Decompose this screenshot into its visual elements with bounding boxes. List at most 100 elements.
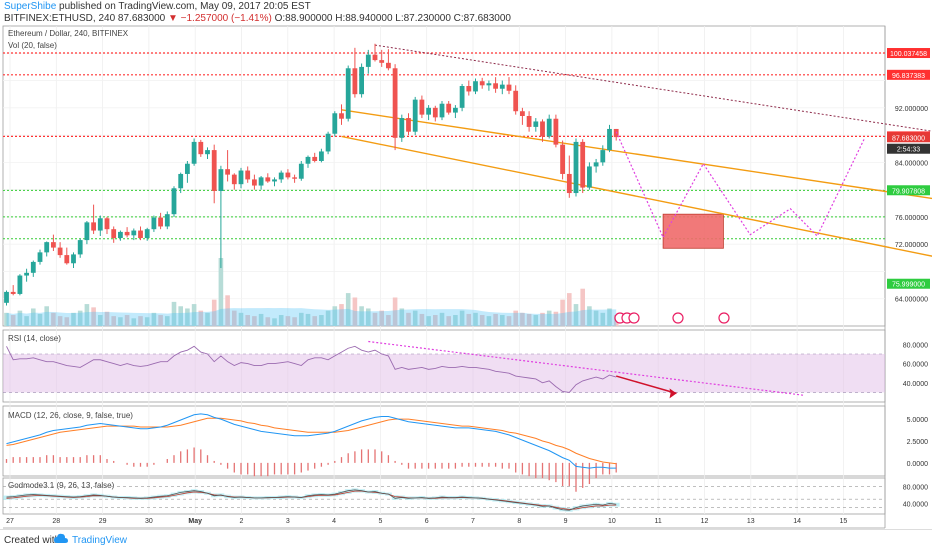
candle-body (219, 169, 224, 191)
rsi-band (3, 354, 885, 392)
candle-body (165, 214, 170, 226)
candle-body (152, 218, 157, 230)
tradingview-brand[interactable]: TradingView (72, 535, 127, 546)
candle-body (64, 255, 69, 263)
x-tick-label: 9 (564, 518, 568, 525)
candle-body (413, 100, 418, 132)
candle-body (265, 177, 270, 181)
candle-body (540, 121, 545, 136)
candle-body (500, 85, 505, 89)
candle-body (225, 169, 230, 174)
godmode-pane-title: Godmode3.1 (9, 26, 13, false) (8, 481, 115, 490)
candle-body (373, 55, 378, 60)
candle-body (560, 145, 565, 174)
candle-body (487, 83, 492, 85)
price-label-text: 79.907808 (892, 188, 925, 195)
candle-body (554, 119, 559, 145)
candle-body (594, 162, 599, 166)
candle-body (319, 151, 324, 161)
candle-body (393, 68, 398, 138)
godmode-fill (613, 503, 620, 507)
candle-body (366, 55, 371, 67)
rsi-tick-label: 60.0000 (903, 362, 928, 369)
candle-body (118, 232, 123, 238)
x-tick-label: 28 (52, 518, 60, 525)
candle-body (433, 108, 438, 118)
candle-body (252, 179, 257, 185)
event-icon (673, 313, 683, 323)
candle-body (299, 164, 304, 179)
candle-body (232, 175, 237, 185)
candle-body (292, 177, 297, 178)
candle-body (580, 142, 585, 188)
candle-body (426, 108, 431, 115)
candle-body (205, 150, 210, 154)
candle-body (272, 179, 277, 181)
godmode-fill (586, 504, 593, 509)
candle-body (98, 218, 103, 230)
candle-body (332, 113, 337, 133)
candle-body (18, 276, 23, 294)
candle-body (466, 86, 471, 91)
godmode-tick-label: 80.0000 (903, 484, 928, 491)
candle-body (185, 164, 190, 174)
x-tick-label: 2 (240, 518, 244, 525)
candle-body (111, 229, 116, 238)
candle-body (353, 68, 358, 94)
candle-body (312, 157, 317, 161)
candle-body (574, 142, 579, 193)
candle-body (286, 173, 291, 178)
godmode-line-2 (7, 491, 617, 509)
candle-body (192, 142, 197, 164)
candle-body (105, 218, 110, 229)
godmode-line-1 (7, 490, 617, 510)
x-tick-label: 30 (145, 518, 153, 525)
candle-body (306, 157, 311, 164)
x-tick-label: 3 (286, 518, 290, 525)
x-tick-label: 14 (793, 518, 801, 525)
event-icon (629, 313, 639, 323)
candle-body (4, 292, 9, 303)
tradingview-logo-icon (54, 533, 68, 544)
candle-body (91, 222, 96, 230)
candle-body (547, 119, 552, 137)
candle-body (85, 222, 90, 240)
godmode-fill (3, 496, 10, 500)
candle-body (473, 81, 478, 91)
candle-body (145, 229, 150, 238)
x-tick-label: 8 (517, 518, 521, 525)
candle-body (172, 188, 177, 214)
candle-body (259, 177, 264, 185)
rsi-pane-title: RSI (14, close) (8, 334, 61, 343)
candle-body (587, 166, 592, 187)
candle-body (406, 118, 411, 132)
candle-body (520, 111, 525, 116)
macd-tick-label: 0.0000 (907, 461, 929, 468)
price-label-text: 75.999000 (892, 282, 925, 289)
price-tick-label: 84.000000 (895, 160, 928, 167)
candle-body (11, 292, 16, 294)
candle-body (493, 83, 498, 88)
candle-body (507, 85, 512, 91)
candle-body (138, 231, 143, 239)
candle-body (131, 231, 136, 236)
candle-body (212, 150, 217, 191)
pane-frame (3, 406, 885, 476)
macd-pane-title: MACD (12, 26, close, 9, false, true) (8, 411, 133, 420)
x-tick-label: 11 (655, 518, 662, 525)
candle-body (44, 242, 49, 252)
candle-body (326, 134, 331, 152)
price-label-text: 87.683000 (892, 135, 925, 142)
volume-ma-area (7, 308, 617, 326)
candle-body (359, 67, 364, 94)
price-tick-label: 72.000000 (895, 242, 928, 249)
projection-path (616, 132, 864, 238)
candle-body (279, 173, 284, 180)
x-tick-label: 15 (840, 518, 848, 525)
godmode-fill (30, 493, 37, 497)
candle-body (198, 142, 203, 154)
candle-body (480, 81, 485, 85)
candle-body (245, 171, 250, 180)
rsi-tick-label: 80.0000 (903, 342, 928, 349)
